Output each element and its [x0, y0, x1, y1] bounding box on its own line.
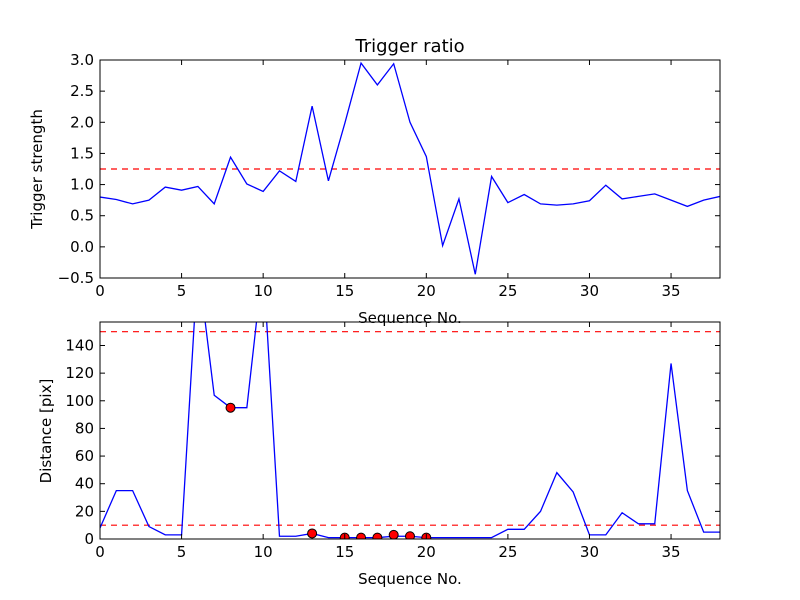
- x-axis-ticks: 0 5 10 15 20 25 30 35: [95, 322, 681, 561]
- chart-title: Trigger ratio: [354, 36, 464, 57]
- y-tick-label: 3.0: [70, 51, 94, 69]
- y-tick-label: 2.5: [70, 82, 94, 100]
- x-tick-label: 35: [662, 282, 681, 300]
- y-tick-label: 0.5: [70, 207, 94, 225]
- y-axis-label: Distance [pix]: [37, 379, 55, 484]
- series-lines: [100, 61, 720, 275]
- y-tick-label: 1.0: [70, 176, 94, 194]
- y-tick-label: 0: [84, 530, 94, 548]
- series-line: [100, 61, 720, 275]
- x-tick-label: 20: [417, 282, 436, 300]
- x-tick-label: 10: [254, 282, 273, 300]
- x-tick-label: 30: [580, 282, 599, 300]
- plot-frame: [99, 321, 721, 540]
- x-tick-label: 0: [95, 282, 105, 300]
- y-tick-label: 20: [75, 502, 94, 520]
- y-tick-label: 0.0: [70, 238, 94, 256]
- threshold-lines: [100, 331, 720, 526]
- data-point-marker: [405, 531, 415, 539]
- x-tick-label: 10: [254, 543, 273, 561]
- x-tick-label: 20: [417, 543, 436, 561]
- y-axis-ticks: −0.5 0.0 0.5 1.0 1.5 2.0 2.5 3.0: [58, 51, 720, 287]
- y-tick-label: 80: [75, 419, 94, 437]
- data-point-marker: [225, 402, 236, 413]
- x-tick-label: 25: [498, 543, 517, 561]
- x-tick-label: 25: [498, 282, 517, 300]
- data-point-marker: [388, 529, 399, 539]
- y-tick-label: 140: [65, 336, 94, 354]
- data-point-marker: [356, 532, 367, 539]
- x-axis-label: Sequence No.: [358, 309, 462, 327]
- x-tick-label: 0: [95, 543, 105, 561]
- x-axis-label: Sequence No.: [358, 570, 462, 588]
- y-tick-label: 100: [65, 392, 94, 410]
- data-point-marker: [372, 532, 383, 539]
- trigger-ratio-chart: Trigger ratio 0 5 10 15 20 25 30 35 −0.5 0.0 0.5 1…: [28, 36, 721, 327]
- y-tick-label: 60: [75, 447, 94, 465]
- data-point-marker: [307, 528, 318, 539]
- x-tick-label: 15: [335, 282, 354, 300]
- y-axis-ticks: 0 20 40 60 80 100 120 140: [65, 336, 720, 548]
- x-tick-label: 5: [177, 543, 187, 561]
- marker-points: [225, 402, 432, 539]
- y-tick-label: 120: [65, 364, 94, 382]
- y-tick-label: −0.5: [58, 269, 94, 287]
- distance-chart: 0 5 10 15 20 25 30 35 0 20 40 60 80 100 120 140 Sequen…: [37, 321, 721, 588]
- y-axis-label: Trigger strength: [28, 109, 46, 230]
- plot-frame: [99, 59, 721, 279]
- y-tick-label: 2.0: [70, 113, 94, 131]
- x-tick-label: 30: [580, 543, 599, 561]
- x-tick-label: 35: [662, 543, 681, 561]
- y-tick-label: 40: [75, 475, 94, 493]
- x-axis-ticks: 0 5 10 15 20 25 30 35: [95, 60, 681, 300]
- x-tick-label: 5: [177, 282, 187, 300]
- x-tick-label: 15: [335, 543, 354, 561]
- y-tick-label: 1.5: [70, 144, 94, 162]
